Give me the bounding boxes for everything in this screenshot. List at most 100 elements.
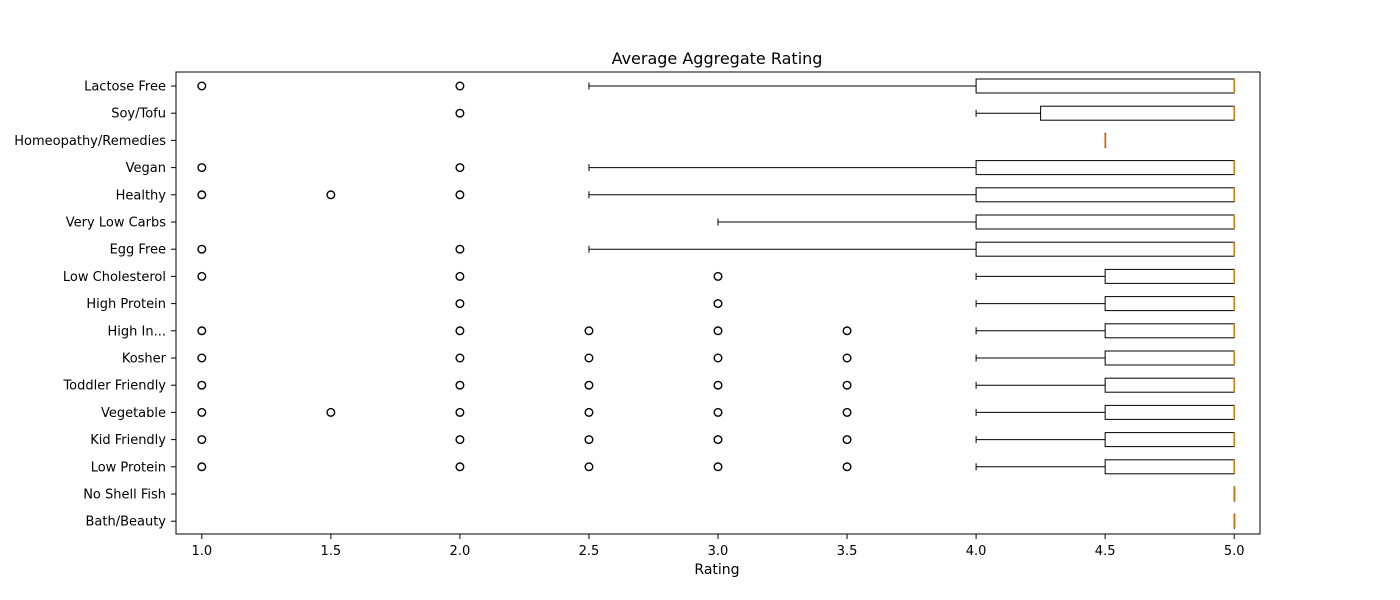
box-iqr (975, 160, 1235, 176)
y-tick-label: Soy/Tofu (111, 107, 166, 122)
box-group (197, 459, 1235, 475)
x-axis: 1.0 1.5 2.0 2.5 3.0 3.5 4.0 4.5 5.0 (191, 534, 1245, 559)
outlier-point (197, 81, 207, 91)
outlier-point (584, 435, 594, 445)
outlier-point (455, 190, 465, 200)
box-group (197, 404, 1235, 420)
outlier-point (197, 163, 207, 173)
y-tick-label: Low Cholesterol (63, 270, 166, 285)
x-tick-label: 4.0 (966, 544, 987, 559)
outlier-point (713, 326, 723, 336)
chart-title: Average Aggregate Rating (612, 49, 823, 68)
y-tick-label: High In... (108, 324, 166, 339)
y-tick-label: Homeopathy/Remedies (14, 134, 166, 149)
x-tick-label: 1.5 (321, 544, 342, 559)
box-iqr (975, 241, 1235, 257)
box-iqr (975, 187, 1235, 203)
box-iqr (1104, 323, 1235, 339)
box-group (197, 187, 1235, 203)
outlier-point (455, 244, 465, 254)
box-iqr (1104, 459, 1235, 475)
y-tick-label: Bath/Beauty (85, 515, 166, 530)
outlier-point (197, 271, 207, 281)
outlier-point (197, 353, 207, 363)
outlier-point (455, 435, 465, 445)
box-iqr (1104, 350, 1235, 366)
outlier-point (584, 380, 594, 390)
outlier-point (455, 108, 465, 118)
box-iqr (1104, 404, 1235, 420)
x-tick-label: 2.0 (450, 544, 471, 559)
outlier-point (455, 380, 465, 390)
box-group (197, 78, 1235, 94)
outlier-point (713, 353, 723, 363)
outlier-point (455, 407, 465, 417)
plot-area-frame (175, 71, 1261, 535)
y-tick-label: Low Protein (91, 460, 166, 475)
box-group (197, 350, 1235, 366)
x-tick-label: 3.0 (708, 544, 729, 559)
y-tick-label: Very Low Carbs (66, 216, 166, 231)
box-group (1233, 486, 1236, 502)
outlier-point (713, 407, 723, 417)
outlier-point (713, 380, 723, 390)
y-tick-label: Lactose Free (84, 80, 166, 95)
x-tick-label: 4.5 (1095, 544, 1116, 559)
outlier-point (584, 407, 594, 417)
outlier-point (713, 462, 723, 472)
box-series (197, 78, 1236, 529)
y-tick-label: No Shell Fish (83, 488, 166, 503)
box-group (1104, 132, 1107, 148)
box-iqr (1104, 377, 1235, 393)
box-group (455, 296, 1235, 312)
outlier-point (842, 407, 852, 417)
outlier-point (584, 326, 594, 336)
outlier-point (326, 407, 336, 417)
box-iqr (1104, 268, 1235, 284)
x-tick-label: 3.5 (837, 544, 858, 559)
y-tick-label: High Protein (86, 297, 166, 312)
outlier-point (455, 299, 465, 309)
outlier-point (197, 380, 207, 390)
y-tick-label: Toddler Friendly (62, 379, 166, 394)
outlier-point (197, 244, 207, 254)
outlier-point (197, 435, 207, 445)
y-axis: Lactose Free Soy/Tofu Homeopathy/Remedies V… (14, 80, 176, 530)
outlier-point (455, 163, 465, 173)
y-tick-label: Vegan (126, 161, 166, 176)
outlier-point (455, 326, 465, 336)
y-tick-label: Egg Free (110, 243, 166, 258)
outlier-point (197, 190, 207, 200)
box-group (197, 268, 1235, 284)
box-iqr (1104, 432, 1235, 448)
outlier-point (197, 326, 207, 336)
box-group (717, 214, 1235, 230)
box-iqr (975, 78, 1235, 94)
outlier-point (197, 407, 207, 417)
box-iqr (975, 214, 1235, 230)
outlier-point (455, 271, 465, 281)
outlier-point (455, 81, 465, 91)
outlier-point (584, 353, 594, 363)
box-group (197, 160, 1235, 176)
box-group (197, 377, 1235, 393)
outlier-point (197, 462, 207, 472)
y-tick-label: Kosher (122, 352, 167, 367)
outlier-point (584, 462, 594, 472)
y-tick-label: Kid Friendly (90, 433, 166, 448)
x-tick-label: 5.0 (1224, 544, 1245, 559)
outlier-point (455, 353, 465, 363)
box-group (197, 432, 1235, 448)
outlier-point (713, 271, 723, 281)
outlier-point (455, 462, 465, 472)
outlier-point (326, 190, 336, 200)
box-iqr (1040, 105, 1235, 121)
outlier-point (842, 435, 852, 445)
outlier-point (842, 353, 852, 363)
box-group (1233, 513, 1236, 529)
x-tick-label: 1.0 (191, 544, 212, 559)
box-iqr (1104, 296, 1235, 312)
box-group (197, 241, 1235, 257)
